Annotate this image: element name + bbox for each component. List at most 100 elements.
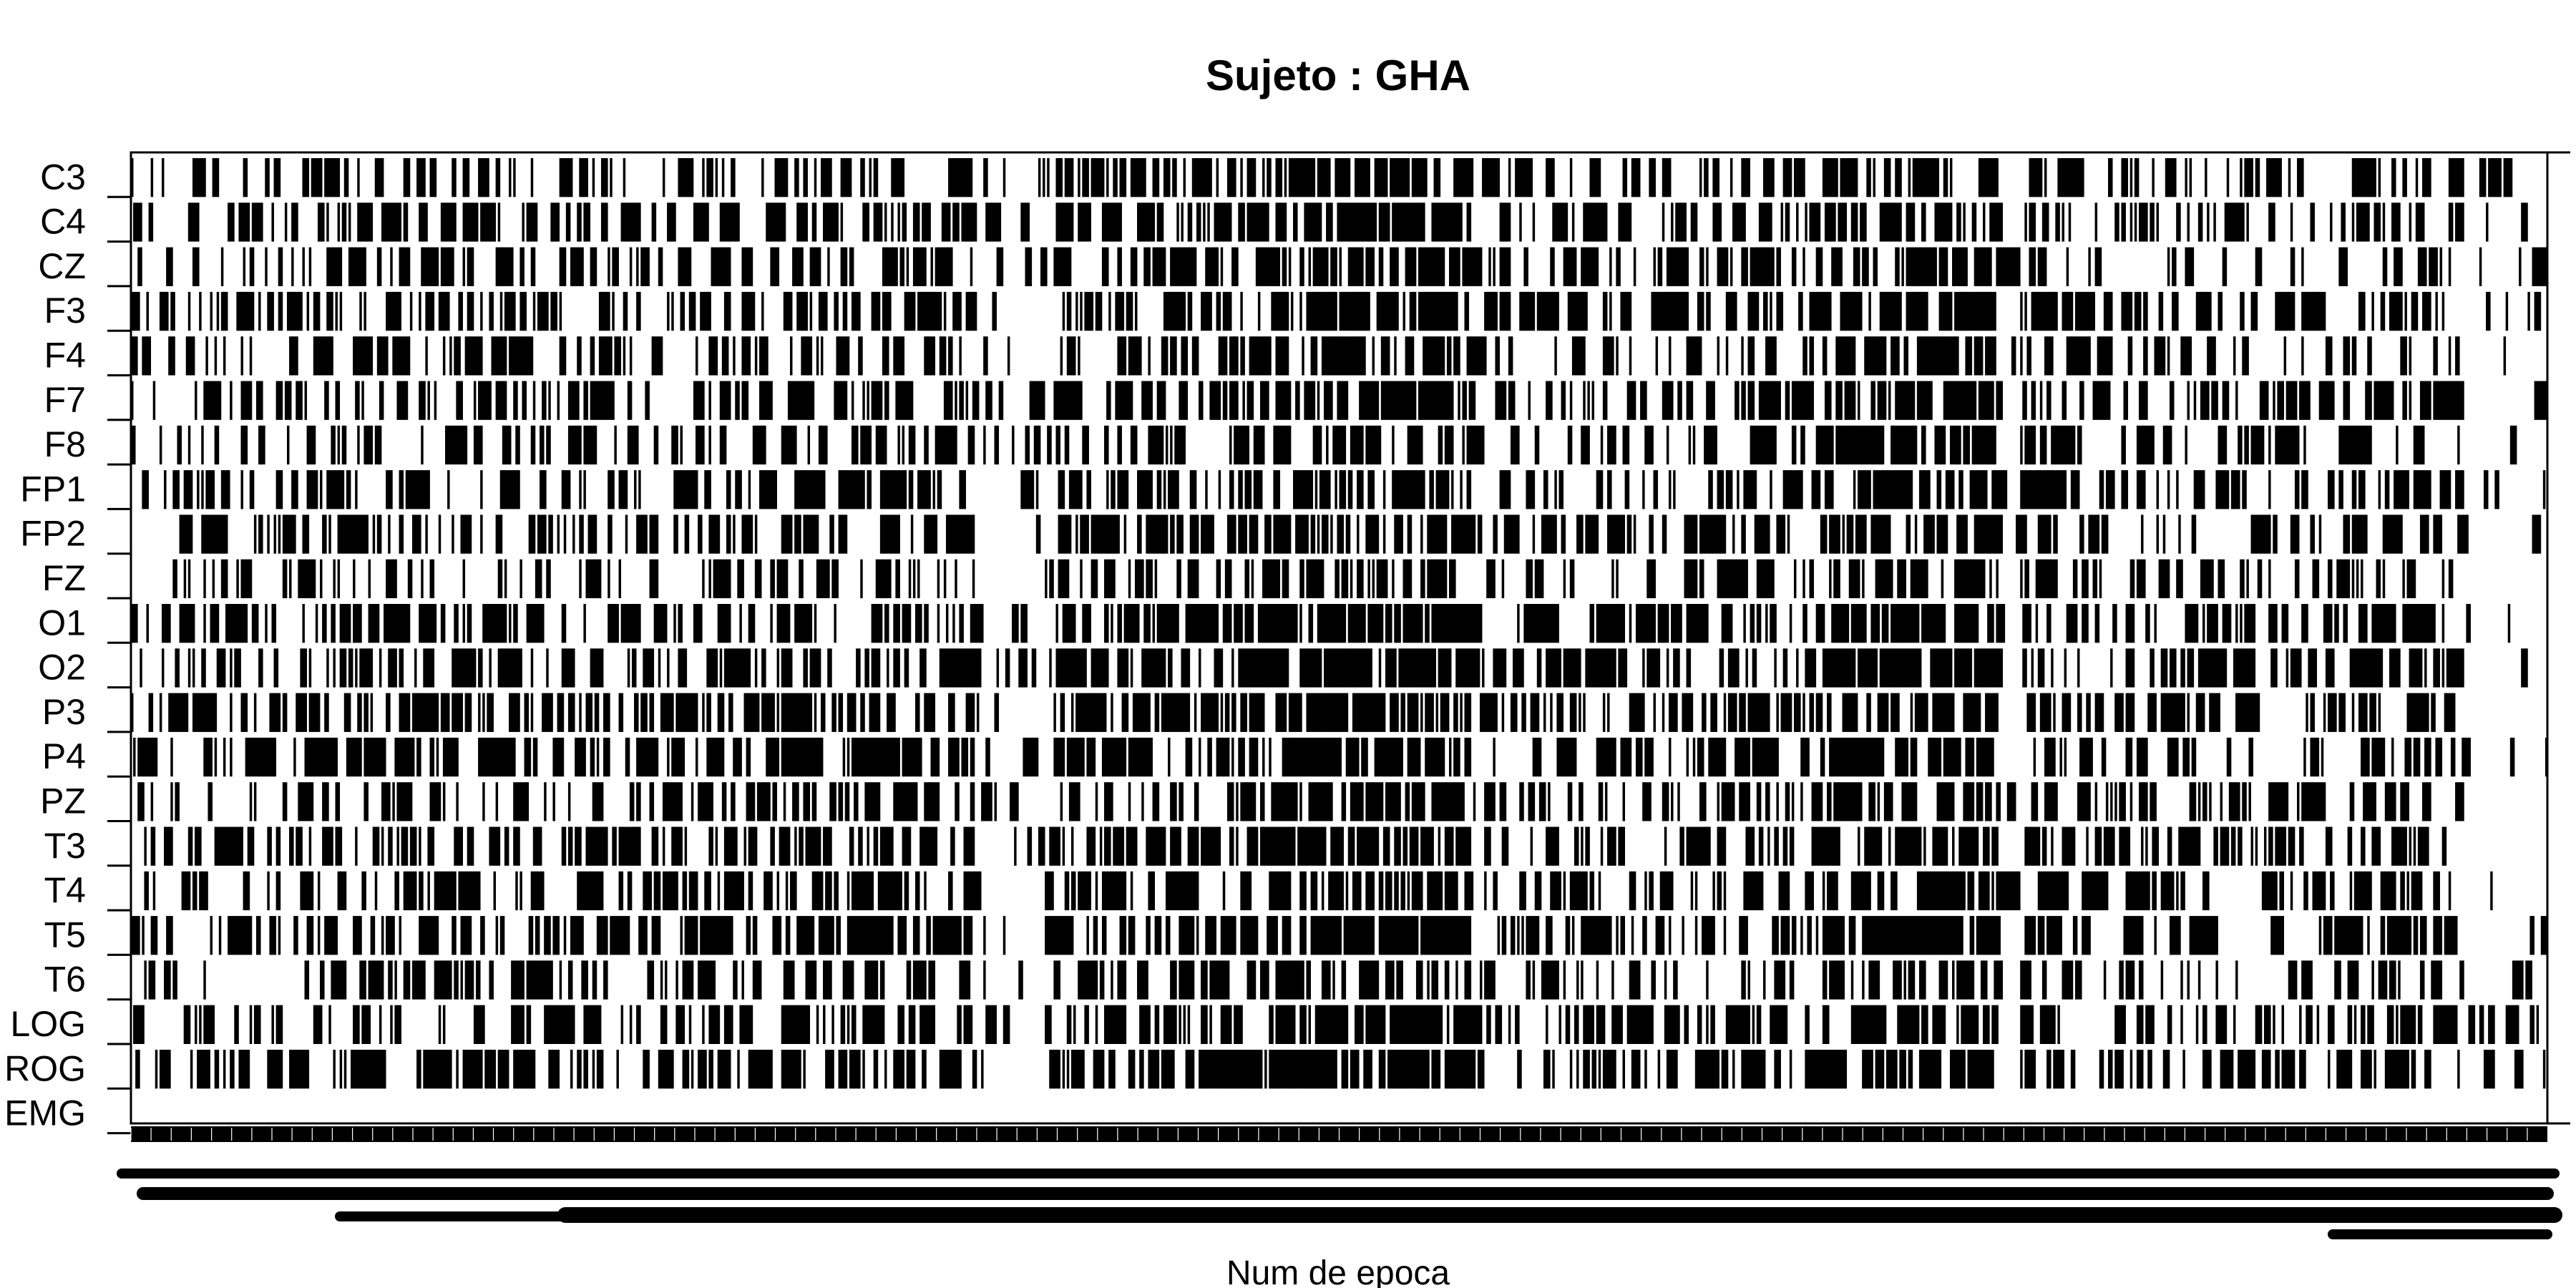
heatmap-cell (693, 381, 696, 420)
heatmap-cell (864, 425, 867, 465)
heatmap-cell (1185, 336, 1189, 376)
heatmap-cell (1721, 247, 1724, 286)
heatmap-cell (1546, 470, 1548, 509)
heatmap-cell (559, 158, 562, 197)
heatmap-cell (695, 203, 698, 242)
heatmap-cell (1451, 291, 1454, 331)
heatmap-cell (1405, 559, 1408, 598)
heatmap-cell (1877, 514, 1880, 554)
heatmap-cell (374, 604, 378, 643)
heatmap-cell (1319, 203, 1322, 242)
heatmap-cell (851, 247, 854, 286)
heatmap-cell (146, 291, 149, 331)
heatmap-cell (296, 291, 298, 331)
heatmap-cell (1455, 247, 1458, 286)
heatmap-cell (1961, 559, 1963, 598)
heatmap-cell (1106, 425, 1109, 465)
heatmap-cell (1908, 203, 1911, 242)
heatmap-cell (796, 514, 799, 554)
heatmap-cell (1644, 381, 1647, 420)
heatmap-cell (1203, 158, 1206, 197)
heatmap-cell (889, 470, 892, 509)
heatmap-cell (805, 203, 808, 242)
heatmap-cell (1989, 425, 1992, 465)
heatmap-cell (1682, 203, 1684, 242)
heatmap-cell (884, 336, 887, 376)
heatmap-cell (1976, 425, 1979, 465)
heatmap-cell (1686, 559, 1689, 598)
heatmap-cell (355, 381, 358, 420)
heatmap-cell (357, 514, 360, 554)
heatmap-cell (1985, 158, 1988, 197)
heatmap-cell (636, 425, 639, 465)
heatmap-cell (579, 158, 582, 197)
heatmap-cell (187, 203, 191, 242)
heatmap-cell (2462, 158, 2464, 197)
heatmap-cell (1158, 381, 1162, 420)
heatmap-cell (1620, 291, 1623, 331)
heatmap-cell (897, 158, 900, 197)
heatmap-cell (495, 336, 499, 376)
heatmap-cell (1218, 336, 1221, 376)
heatmap-cell (1181, 203, 1184, 242)
heatmap-cell (1756, 247, 1760, 286)
heatmap-cell (733, 514, 736, 554)
heatmap-cell (1721, 559, 1724, 598)
heatmap-cell (1152, 247, 1156, 286)
heatmap-cell (278, 158, 281, 197)
heatmap-cell (990, 203, 992, 242)
heatmap-cell (698, 203, 701, 242)
heatmap-cell (567, 425, 571, 465)
heatmap-cell (2270, 203, 2273, 242)
heatmap-cell (1963, 291, 1966, 331)
heatmap-cell (1508, 514, 1511, 554)
heatmap-cell (1068, 336, 1072, 376)
heatmap-cell (1822, 514, 1825, 554)
heatmap-cell (688, 158, 692, 197)
heatmap-cell (185, 514, 189, 554)
heatmap-cell (2039, 559, 2043, 598)
heatmap-cell (364, 425, 366, 465)
heatmap-cell (1479, 425, 1483, 465)
heatmap-cell (1267, 203, 1269, 242)
heatmap-cell (1607, 336, 1610, 376)
heatmap-cell (1567, 291, 1571, 331)
heatmap-cell (137, 203, 140, 242)
heatmap-cell (1895, 470, 1898, 509)
heatmap-cell (1585, 425, 1588, 465)
heatmap-cell (462, 559, 466, 598)
heatmap-cell (164, 604, 167, 643)
heatmap-cell (372, 604, 376, 643)
heatmap-cell (1411, 203, 1415, 242)
heatmap-cell (2082, 158, 2084, 197)
heatmap-cell (1251, 158, 1254, 197)
heatmap-cell (623, 158, 626, 197)
heatmap-cell (240, 470, 243, 509)
heatmap-cell (331, 336, 333, 376)
heatmap-cell (567, 203, 571, 242)
heatmap-cell (1697, 291, 1700, 331)
heatmap-cell (1354, 247, 1357, 286)
heatmap-cell (1259, 470, 1263, 509)
heatmap-cell (1359, 425, 1362, 465)
heatmap-cell (473, 425, 477, 465)
heatmap-cell (1431, 247, 1434, 286)
heatmap-cell (1295, 470, 1298, 509)
heatmap-cell (1506, 247, 1509, 286)
heatmap-cell (359, 514, 362, 554)
heatmap-cell (2259, 559, 2263, 598)
heatmap-cell (1337, 514, 1340, 554)
heatmap-cell (1310, 203, 1314, 242)
heatmap-cell (2433, 514, 2436, 554)
heatmap-cell (1409, 291, 1413, 331)
heatmap-cell (959, 381, 962, 420)
heatmap-cell (1365, 514, 1368, 554)
heatmap-cell (401, 514, 404, 554)
heatmap-cell (1438, 425, 1441, 465)
heatmap-cell (2055, 470, 2058, 509)
heatmap-cell (1802, 158, 1805, 197)
heatmap-cell (869, 425, 872, 465)
heatmap-cell (990, 381, 992, 420)
heatmap-cell (1916, 336, 1920, 376)
heatmap-cell (603, 203, 606, 242)
